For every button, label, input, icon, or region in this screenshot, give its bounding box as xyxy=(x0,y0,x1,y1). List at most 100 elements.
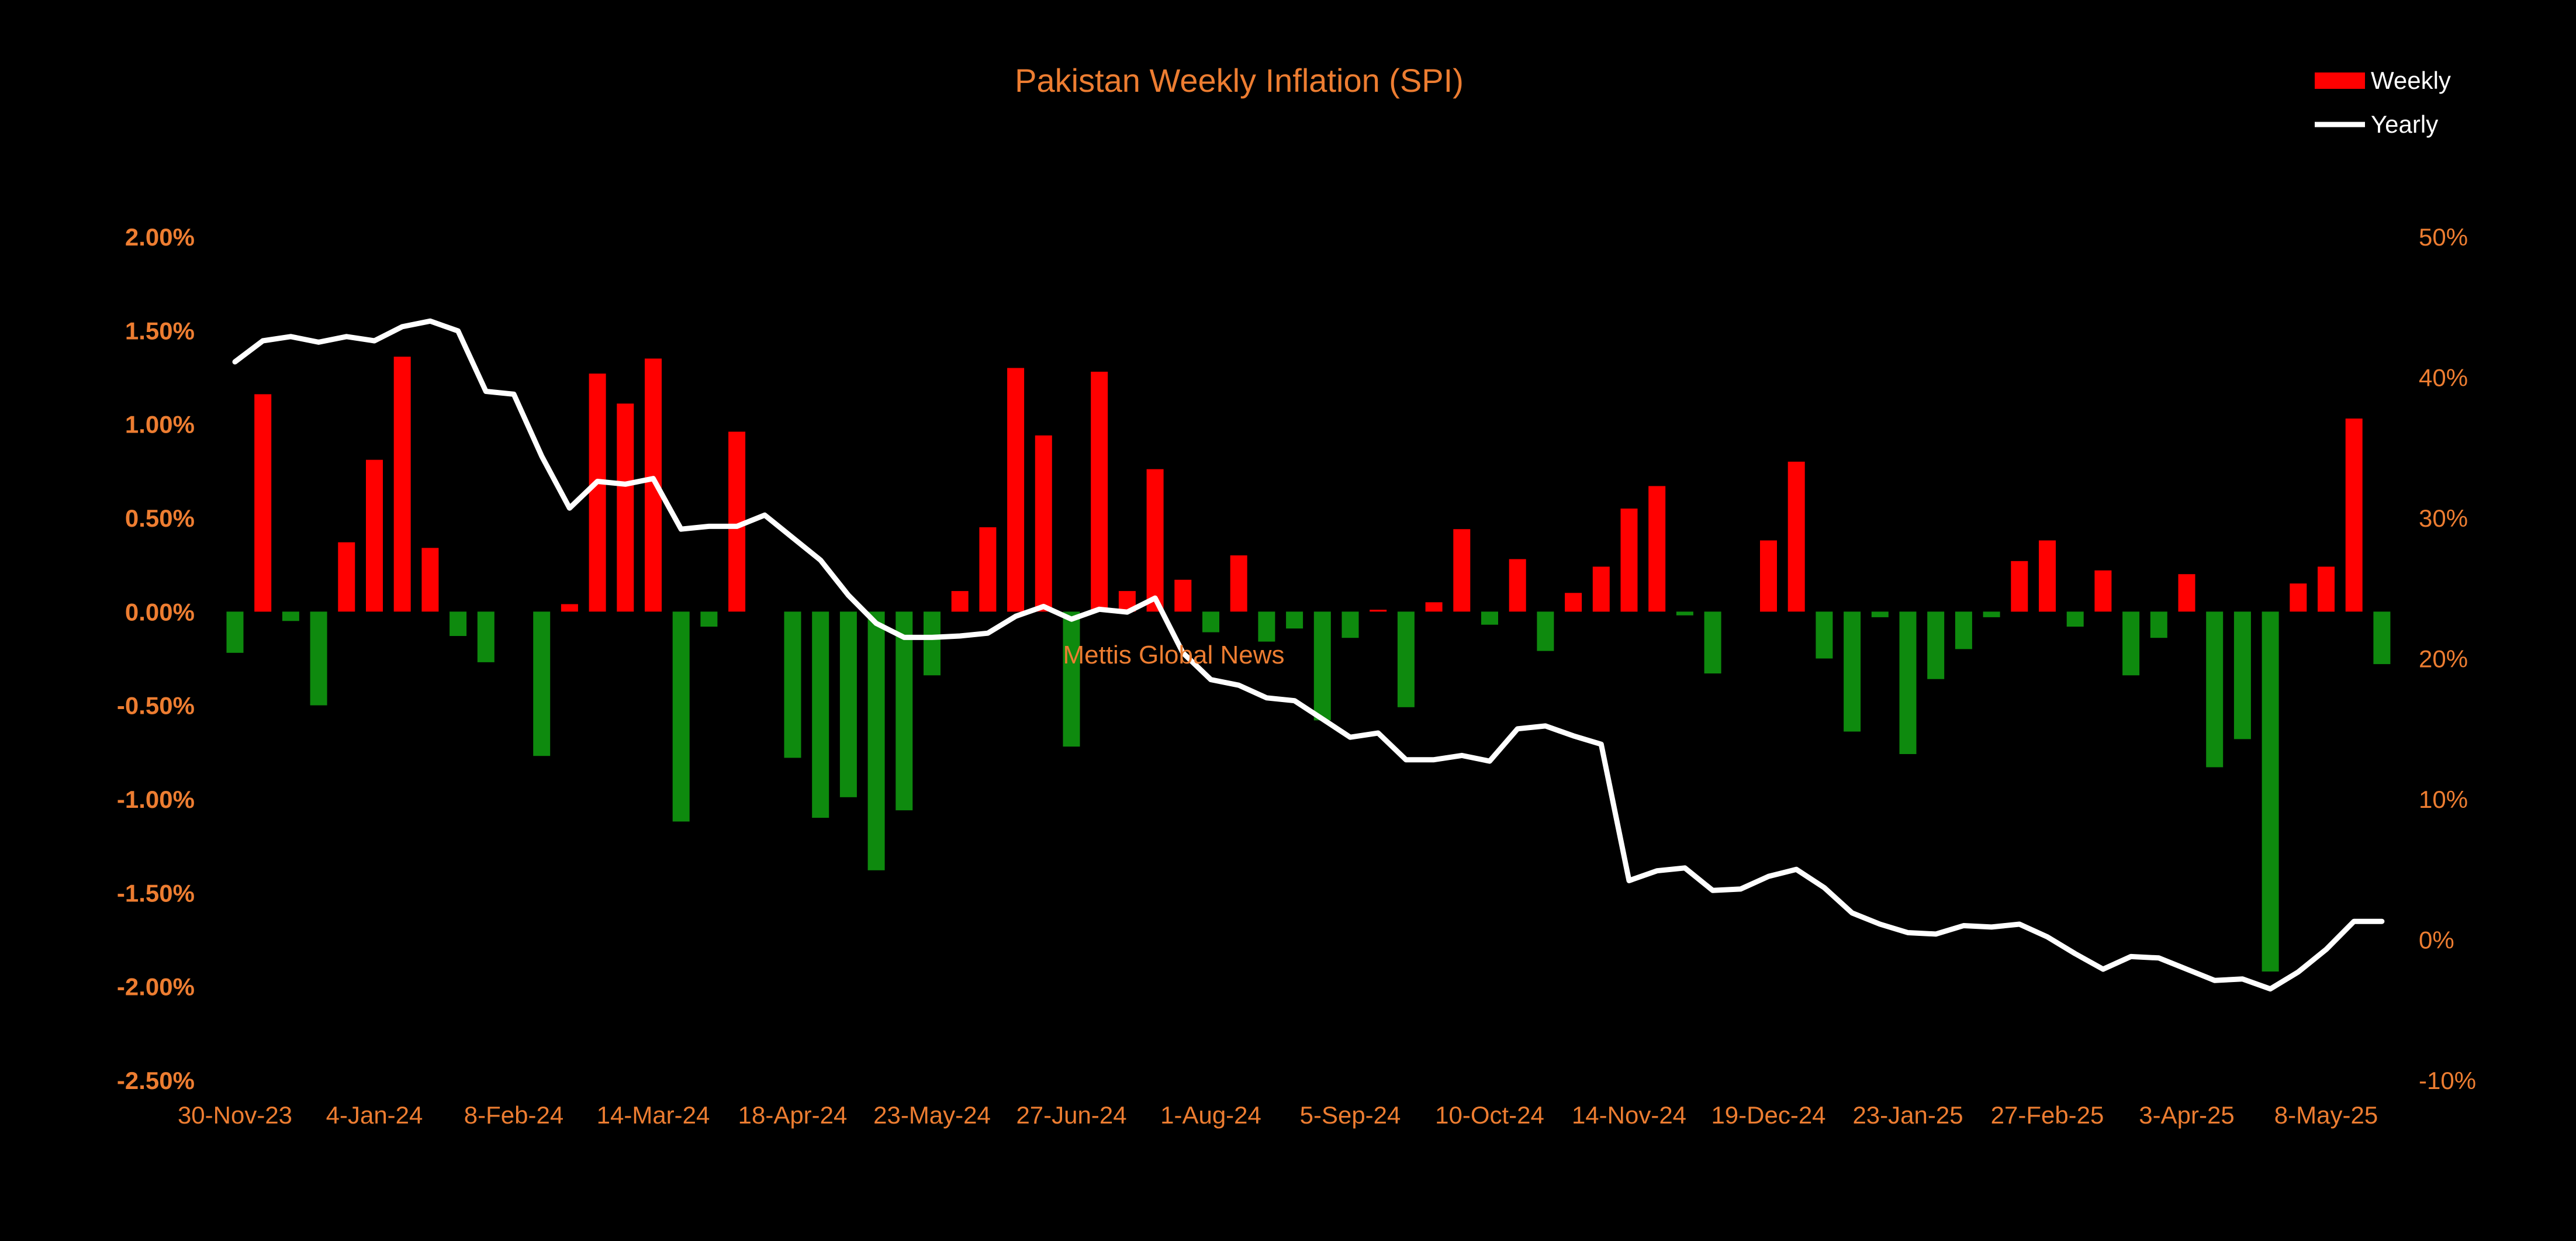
left-tick-label: 2.00% xyxy=(125,223,195,251)
x-tick-label: 18-Apr-24 xyxy=(738,1101,848,1129)
x-tick-label: 3-Apr-25 xyxy=(2139,1101,2234,1129)
weekly-bar xyxy=(1230,555,1247,612)
weekly-bar xyxy=(700,611,718,627)
weekly-bar xyxy=(1509,559,1526,612)
weekly-bar xyxy=(2373,611,2391,665)
weekly-bar xyxy=(979,527,997,612)
weekly-bar xyxy=(2233,611,2251,739)
x-tick-label: 19-Dec-24 xyxy=(1711,1101,1825,1129)
left-tick-label: 0.00% xyxy=(125,598,195,625)
x-tick-label: 14-Nov-24 xyxy=(1572,1101,1686,1129)
weekly-bar xyxy=(282,611,299,621)
weekly-bar xyxy=(1453,529,1471,612)
weekly-bar xyxy=(254,394,272,612)
yearly-line-layer xyxy=(232,318,2385,992)
weekly-bar xyxy=(1704,611,1721,674)
weekly-bar xyxy=(1035,435,1052,612)
left-tick-label: 0.50% xyxy=(125,504,195,532)
weekly-bar xyxy=(951,591,969,612)
weekly-bar xyxy=(2290,583,2307,612)
weekly-bar xyxy=(1341,611,1359,638)
left-tick-label: -0.50% xyxy=(117,692,195,720)
right-tick-label: 50% xyxy=(2419,223,2468,251)
weekly-bar xyxy=(1286,611,1303,629)
weekly-bar xyxy=(1397,611,1415,707)
weekly-bar xyxy=(867,611,885,870)
weekly-bar xyxy=(784,611,801,758)
weekly-bar xyxy=(812,611,829,818)
x-tick-label: 10-Oct-24 xyxy=(1435,1101,1544,1129)
x-tick-label: 23-May-24 xyxy=(873,1101,991,1129)
weekly-bar xyxy=(2094,570,2112,612)
weekly-bar xyxy=(1620,509,1638,612)
weekly-bar xyxy=(2122,611,2140,676)
weekly-bar xyxy=(617,403,634,612)
weekly-bar xyxy=(2345,419,2363,612)
weekly-bar xyxy=(839,611,857,797)
yearly-line xyxy=(232,318,2385,992)
weekly-bar xyxy=(1313,611,1331,721)
left-tick-label: 1.50% xyxy=(125,317,195,344)
weekly-bar xyxy=(1091,371,1108,612)
weekly-bar xyxy=(1871,611,1889,617)
weekly-bar xyxy=(310,611,327,706)
x-tick-label: 27-Jun-24 xyxy=(1016,1101,1126,1129)
weekly-bar xyxy=(2039,540,2056,612)
weekly-bar xyxy=(1370,610,1387,612)
weekly-bar xyxy=(2318,566,2335,612)
left-tick-label: -1.50% xyxy=(117,879,195,907)
x-tick-label: 4-Jan-24 xyxy=(326,1101,423,1129)
legend-weekly-label: Weekly xyxy=(2371,67,2451,94)
weekly-bar xyxy=(561,604,578,612)
x-tick-label: 27-Feb-25 xyxy=(1991,1101,2104,1129)
right-tick-label: 0% xyxy=(2419,927,2454,954)
weekly-bar xyxy=(421,548,439,612)
right-tick-label: 40% xyxy=(2419,364,2468,392)
right-tick-label: 30% xyxy=(2419,504,2468,532)
weekly-bar xyxy=(533,611,551,756)
weekly-bar xyxy=(1927,611,1945,679)
x-tick-label: 30-Nov-23 xyxy=(178,1101,292,1129)
weekly-bar xyxy=(1983,611,2000,617)
weekly-bar xyxy=(1425,602,1443,612)
weekly-bar xyxy=(924,611,941,676)
weekly-bar xyxy=(2178,574,2195,612)
right-axis-ticks: 50% 40% 30% 20% 10% 0% -10% xyxy=(2419,223,2476,1094)
right-tick-label: 10% xyxy=(2419,786,2468,813)
weekly-bar xyxy=(1787,461,1805,612)
weekly-bar xyxy=(1676,611,1693,616)
weekly-bar xyxy=(449,611,467,636)
weekly-bar xyxy=(1592,566,1610,612)
weekly-bar xyxy=(1955,611,1972,649)
weekly-bar xyxy=(366,459,383,612)
x-axis-ticks: 30-Nov-23 4-Jan-24 8-Feb-24 14-Mar-24 18-Apr… xyxy=(178,1101,2378,1129)
x-tick-label: 14-Mar-24 xyxy=(597,1101,710,1129)
weekly-bar xyxy=(1202,611,1219,632)
weekly-bar xyxy=(1258,611,1275,642)
weekly-bar xyxy=(226,611,244,653)
weekly-bar xyxy=(1760,540,1777,612)
legend-yearly-label: Yearly xyxy=(2371,110,2438,138)
legend: Weekly Yearly xyxy=(2315,67,2451,138)
weekly-bar xyxy=(589,374,606,612)
left-tick-label: -1.00% xyxy=(117,786,195,813)
left-axis-ticks: 2.00% 1.50% 1.00% 0.50% 0.00% -0.50% -1.00% -1.… xyxy=(117,223,195,1094)
x-tick-label: 23-Jan-25 xyxy=(1852,1101,1963,1129)
x-tick-label: 5-Sep-24 xyxy=(1300,1101,1401,1129)
x-tick-label: 1-Aug-24 xyxy=(1160,1101,1261,1129)
weekly-bar xyxy=(2011,561,2028,612)
weekly-bar xyxy=(1481,611,1498,625)
weekly-bar xyxy=(1063,611,1080,747)
left-tick-label: -2.50% xyxy=(117,1067,195,1094)
weekly-bar xyxy=(2206,611,2224,768)
right-tick-label: -10% xyxy=(2419,1067,2476,1094)
weekly-bar xyxy=(1537,611,1554,651)
weekly-bar xyxy=(1899,611,1917,754)
weekly-bar xyxy=(1565,593,1582,612)
weekly-bar xyxy=(393,357,411,612)
weekly-bar xyxy=(1174,579,1192,612)
chart-title: Pakistan Weekly Inflation (SPI) xyxy=(1015,62,1464,99)
weekly-bar xyxy=(338,542,355,612)
weekly-bar xyxy=(2066,611,2084,627)
